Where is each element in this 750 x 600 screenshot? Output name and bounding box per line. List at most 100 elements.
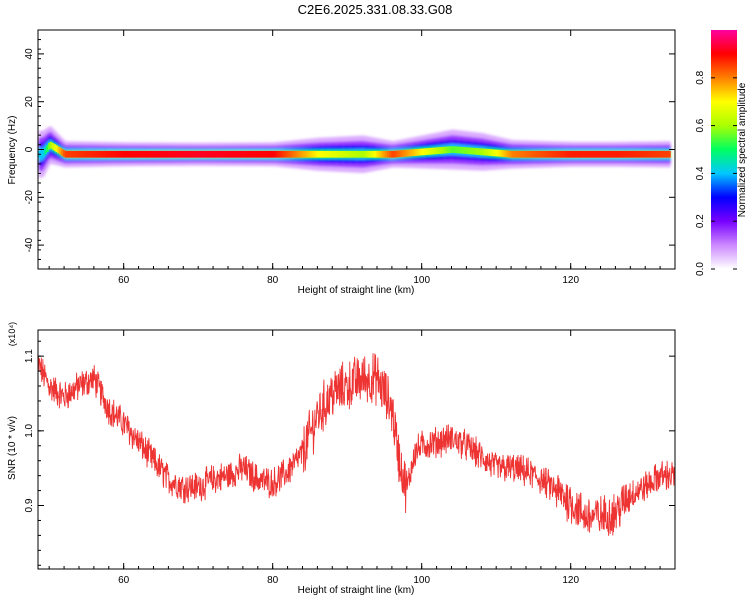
spectral-ridge-cell [483,148,487,156]
spectral-ridge-cell [57,146,60,154]
spectral-ridge-cell [664,150,668,158]
spectral-ridge-cell [157,150,161,158]
snr-y-scale: (x10⁴) [7,322,17,346]
spectral-ridge-cell [472,147,476,155]
spectral-ridge-cell [539,150,543,158]
spectral-ridge-cell [647,150,651,158]
spectral-ridge-cell [435,147,438,155]
spectral-ridge-cell [567,150,571,158]
spectral-ridge-cell [558,150,561,158]
spectrogram-x-label: Height of straight line (km) [298,285,415,296]
spectral-ridge-cell [591,150,595,158]
spectral-ridge-cell [666,150,669,158]
spectral-ridge-cell [284,150,288,158]
spectral-ridge-cell [288,150,291,158]
spectral-ridge-cell [362,150,366,158]
spectral-ridge-cell [619,150,623,158]
spectral-ridge-cell [130,150,133,158]
spectral-ridge-cell [265,150,269,158]
spectral-ridge-cell [77,150,81,158]
spectral-ridge-cell [133,150,137,158]
spectral-ridge-cell [262,150,265,158]
spectral-ridge-cell [400,150,403,157]
spectral-ridge-cell [519,150,522,158]
spectral-ridge-cell [580,150,584,158]
spectral-ridge-cell [137,150,140,158]
spectral-ridge-cell [122,150,126,158]
spectral-ridge-cell [111,150,114,158]
spectral-ridge-cell [228,150,232,158]
spectrogram-panel: 60 80 100 120 -40 -20 0 20 40 Height of straigh… [7,29,676,296]
spectral-ridge-cell [271,150,275,158]
spectral-ridge-cell [139,150,142,158]
spectral-ridge-cell [550,150,554,158]
spectral-ridge-cell [163,150,166,158]
spectral-ridge-cell [556,150,560,158]
snr-y-label: SNR (10 * v/v) [7,416,18,480]
spectral-ridge-cell [526,150,530,158]
spectral-ridge-cell [219,150,222,158]
spectral-ridge-cell [42,149,45,157]
spectral-ridge-cell [128,150,131,158]
spectral-ridge-cell [392,150,396,158]
spectral-ridge-cell [452,146,455,153]
colorbar: 0.0 0.2 0.4 0.6 0.8 Normalized spectral ampl… [695,30,748,276]
spectral-ridge-cell [323,150,327,158]
spectral-ridge-cell [333,150,336,158]
spectral-ridge-cell [414,149,418,156]
spectral-ridge-cell [94,150,98,158]
spectral-ridge-cell [40,150,44,158]
spectral-ridge-cell [422,148,425,156]
spectral-ridge-cell [167,150,170,158]
spectral-ridge-cell [347,150,351,158]
spectral-ridge-cell [601,150,604,158]
spectral-ridge-cell [355,150,358,158]
spectral-ridge-cell [545,150,548,158]
spectral-ridge-cell [597,150,600,158]
spectral-ridge-cell [359,150,362,158]
spectral-ridge-cell [290,150,293,158]
spectral-ridge-cell [584,150,587,158]
spectral-ridge-cell [150,150,153,158]
spectral-ridge-cell [442,146,446,154]
spectral-ridge-cell [357,150,360,158]
spectral-ridge-cell [478,148,481,155]
spectral-ridge-cell [143,150,146,158]
colorbar-tick-label: 0.4 [695,166,706,180]
spectral-ridge-cell [575,150,578,158]
spectral-ridge-cell [381,150,384,158]
spectral-ridge-cell [81,150,85,158]
spectral-ridge-cell [418,148,422,156]
spectral-ridge-cell [103,150,107,158]
spectral-ridge-cell [236,150,239,158]
spectral-ridge-cell [578,150,582,158]
spectral-ridge-cell [260,150,263,158]
spectral-ridge-cell [226,150,230,158]
spectral-ridge-cell [645,150,649,158]
spectrogram-x-tick-label: 80 [267,275,279,286]
spectral-ridge-cell [275,150,278,158]
spectral-ridge-cell [206,150,209,158]
spectral-ridge-cell [213,150,217,158]
spectral-ridge-cell [541,150,545,158]
spectral-ridge-cell [159,150,163,158]
spectral-ridge [38,141,671,158]
snr-y-ticks: 0.9 1.0 1.1 [24,340,675,566]
spectral-ridge-cell [316,150,319,158]
spectral-ridge-cell [485,148,489,156]
spectral-ridge-cell [144,150,148,158]
spectral-ridge-cell [571,150,574,158]
spectral-ridge-cell [247,150,250,158]
spectral-ridge-cell [586,150,589,158]
spectral-ridge-cell [459,146,463,154]
spectral-ridge-cell [476,148,479,155]
spectral-ridge-cell [148,150,152,158]
spectral-ridge-cell [366,150,370,158]
spectral-ridge-cell [642,150,645,158]
snr-frame [37,329,676,570]
snr-x-ticks: 60 80 100 120 [48,330,676,586]
spectral-ridge-cell [454,146,457,154]
spectral-ridge-cell [200,150,204,158]
spectral-ridge-cell [178,150,181,158]
spectral-ridge-cell [53,144,57,151]
